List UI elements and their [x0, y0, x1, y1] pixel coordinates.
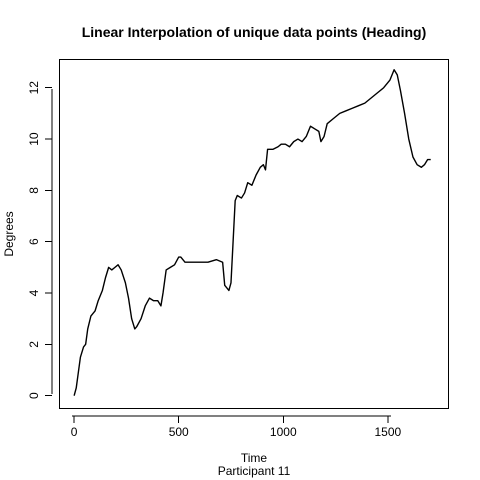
series-line — [73, 69, 431, 396]
plot-frame — [59, 59, 449, 409]
y-tick-label: 4 — [27, 289, 41, 296]
y-tick-label: 12 — [27, 81, 41, 95]
chart-title: Linear Interpolation of unique data poin… — [82, 24, 427, 40]
y-axis-ticks: 0 2 4 6 8 10 12 — [27, 81, 52, 399]
y-axis-label: Degrees — [2, 211, 16, 256]
y-tick-label: 6 — [27, 238, 41, 245]
x-tick-label: 500 — [169, 425, 189, 439]
x-axis-ticks: 0 500 1000 1500 — [71, 416, 402, 439]
y-tick-label: 10 — [27, 132, 41, 146]
y-tick-label: 8 — [27, 187, 41, 194]
chart-subtitle: Participant 11 — [218, 464, 291, 478]
x-axis-label: Time — [241, 451, 268, 465]
x-tick-label: 1000 — [270, 425, 297, 439]
x-tick-label: 1500 — [374, 425, 401, 439]
y-tick-label: 0 — [27, 392, 41, 399]
x-tick-label: 0 — [71, 425, 78, 439]
y-tick-label: 2 — [27, 341, 41, 348]
